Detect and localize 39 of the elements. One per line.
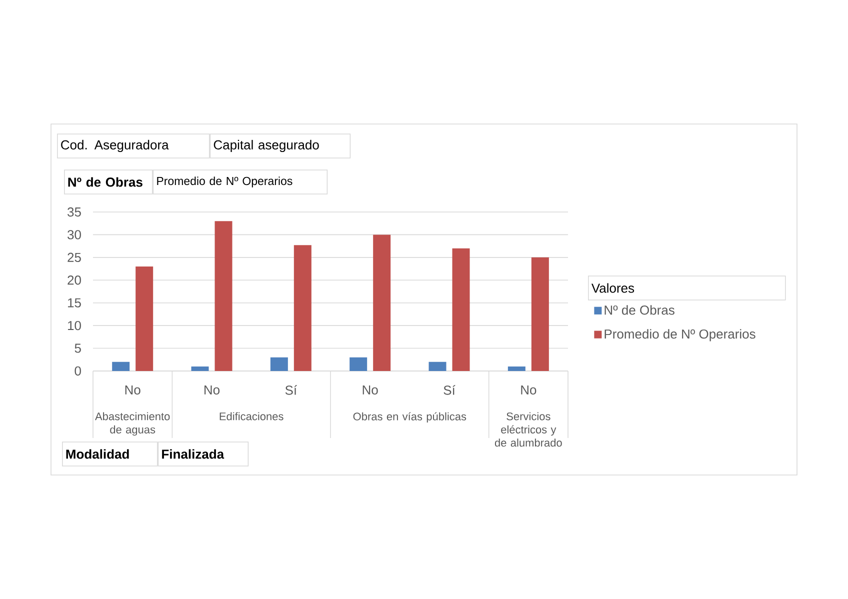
x-tick-label: No [125,385,140,395]
y-tick-label: 30 [68,230,81,240]
text: Servicios eléctricos y de alumbrado [494,412,562,447]
bar [136,266,154,371]
text: Obras en vías públicas [353,412,466,423]
text: Capital asegurado [214,140,319,152]
bar [428,362,446,371]
y-tick-label: 0 [74,366,81,376]
y-tick-label: 10 [68,320,81,330]
y-tick-label: 25 [68,252,81,262]
text: Nº de Obras [68,177,142,187]
x-tick-label: Sí [285,385,298,395]
bar [373,234,391,371]
text: Abastecimiento de aguas [95,412,170,436]
text: Finalizada [162,449,224,459]
text: Cod. Aseguradora [61,140,169,152]
text: Promedio de Nº Operarios [157,176,292,188]
y-tick-label: 5 [74,344,81,353]
text: Edificaciones [220,412,284,420]
x-tick-label: No [204,385,220,395]
text: Modalidad [66,449,129,459]
bar [508,366,526,371]
bar [531,257,549,371]
bar [294,245,312,371]
x-tick-label: No [521,385,536,395]
bar [452,248,470,371]
legend-title: Valores [591,283,634,293]
bar [350,357,368,371]
y-tick-label: 35 [68,207,81,217]
bar [191,366,209,371]
legend-label: Nº de Obras [604,305,674,315]
y-tick-label: 15 [68,298,81,308]
bar [270,357,288,371]
legend-label: Promedio de Nº Operarios [604,329,756,342]
y-tick-label: 20 [68,276,81,285]
x-tick-label: Sí [444,385,456,395]
bar [214,221,232,371]
bar [112,362,130,371]
x-tick-label: No [362,385,378,395]
